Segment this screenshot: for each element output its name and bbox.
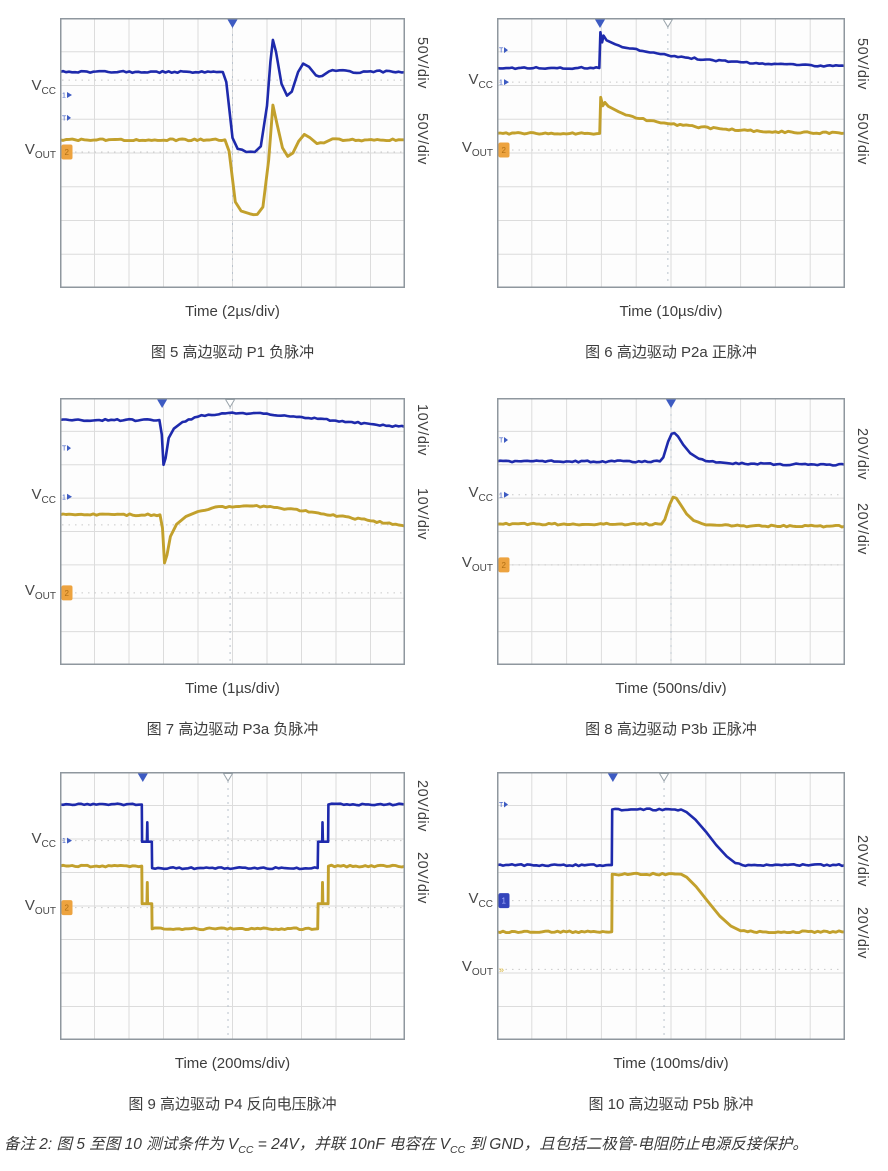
vcc-scale-label: 20V/div [854,835,870,888]
vcc-scale-label: 50V/div [854,38,870,91]
figure-caption: 图 5 高边驱动 P1 负脉冲 [150,344,315,361]
svg-text:1: 1 [502,897,507,906]
figure-caption: 图 7 高边驱动 P3a 负脉冲 [146,721,319,738]
figure-caption: 图 10 高边驱动 P5b 脉冲 [588,1096,754,1113]
vcc-scale-label: 20V/div [414,780,430,833]
vout-label: VOUT [461,958,493,979]
svg-text:1: 1 [62,494,66,501]
svg-text:1: 1 [499,80,503,87]
svg-text:T: T [499,438,504,445]
vout-scale-label: 20V/div [854,907,870,960]
time-axis-label: Time (1µs/div) [185,680,280,697]
figure-caption: 图 6 高边驱动 P2a 正脉冲 [585,344,757,361]
fig8-oscilloscope-plot: 1 2 T [497,398,845,665]
time-axis-label: Time (100ms/div) [613,1055,729,1072]
svg-text:2: 2 [502,561,507,570]
fig6-oscilloscope-plot: 1 2 T [497,18,845,288]
svg-text:2: 2 [65,148,70,157]
svg-text:2: 2 [65,589,70,598]
vcc-label: VCC [31,76,56,97]
svg-text:2: 2 [502,146,507,155]
vout-label: VOUT [461,553,493,574]
vcc-label: VCC [468,889,493,910]
vout-label: VOUT [24,140,56,161]
vcc-label: VCC [468,71,493,92]
vcc-label: VCC [468,483,493,504]
svg-text:T: T [499,48,504,55]
vcc-scale-label: 50V/div [414,36,430,89]
time-axis-label: Time (500ns/div) [615,680,727,697]
figure-caption: 图 9 高边驱动 P4 反向电压脉冲 [128,1096,337,1113]
footnote-note-2: 备注 2: 图 5 至图 10 测试条件为 VCC = 24V，并联 10nF … [4,1136,808,1157]
vcc-scale-label: 20V/div [854,427,870,480]
time-axis-label: Time (2µs/div) [185,303,280,320]
vout-scale-label: 10V/div [414,487,430,540]
vout-label: VOUT [461,138,493,159]
fig7-oscilloscope-plot: 1 2 T [60,398,405,665]
vout-scale-label: 20V/div [414,852,430,905]
fig5-oscilloscope-plot: 1 2 T [60,18,405,288]
svg-text:1: 1 [62,838,66,845]
vcc-label: VCC [31,485,56,506]
fig10-oscilloscope-plot: 1 » T [497,772,845,1040]
fig9-oscilloscope-plot: 12 [60,772,405,1040]
vout-scale-label: 50V/div [854,112,870,165]
svg-text:1: 1 [62,92,66,99]
vout-scale-label: 20V/div [854,502,870,555]
svg-text:T: T [499,802,504,809]
vout-label: VOUT [24,896,56,917]
time-axis-label: Time (10µs/div) [619,303,723,320]
svg-text:T: T [62,446,67,453]
time-axis-label: Time (200ms/div) [174,1055,291,1072]
svg-text:T: T [62,115,67,122]
vout-scale-label: 50V/div [414,112,430,165]
figure-caption: 图 8 高边驱动 P3b 正脉冲 [585,721,757,738]
svg-text:»: » [499,964,504,974]
vcc-label: VCC [31,829,56,850]
vout-label: VOUT [24,581,56,602]
svg-text:1: 1 [499,492,503,499]
svg-text:2: 2 [65,904,70,913]
vcc-scale-label: 10V/div [414,404,430,457]
